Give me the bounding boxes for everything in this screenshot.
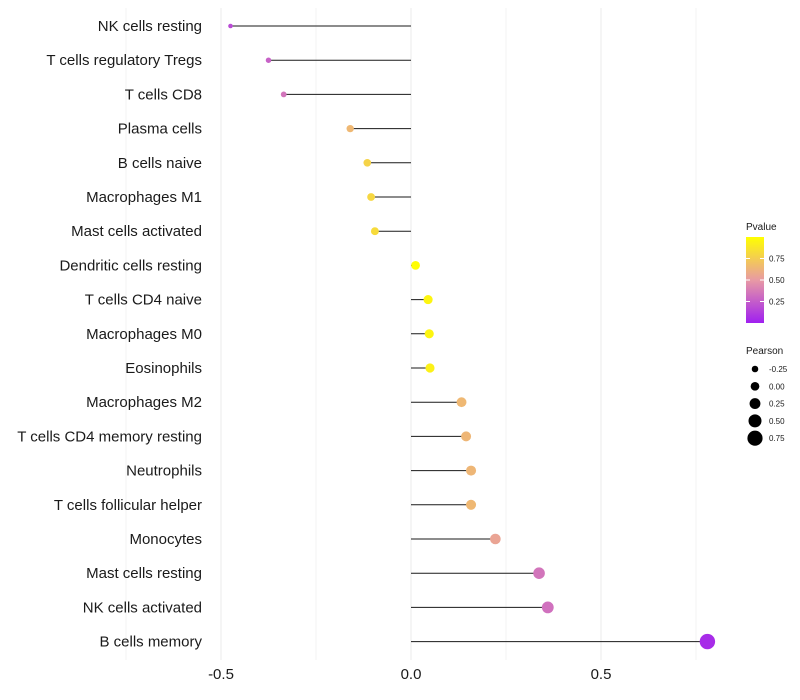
category-label: Dendritic cells resting [59,257,202,274]
lollipop-point [541,601,554,614]
category-label: Neutrophils [126,463,202,480]
lollipop-stems [230,25,708,643]
pearson-legend-key [750,381,760,391]
pearson-legend: Pearson -0.25 0.00 0.25 0.50 0.75 [746,346,788,446]
pearson-legend-label: 0.25 [769,400,785,409]
lollipop-point [265,57,272,63]
pvalue-legend-label: 0.50 [769,276,785,285]
y-axis-category-labels: NK cells resting T cells regulatory Tregs… [17,18,202,651]
category-label: NK cells activated [83,599,202,616]
category-label: Plasma cells [118,121,202,138]
category-label: Eosinophils [125,360,202,377]
pearson-legend-key [747,430,763,446]
category-label: T cells regulatory Tregs [46,52,202,69]
lollipop-point [466,499,477,510]
lollipop-point [363,158,372,167]
pvalue-legend-label: 0.25 [769,298,785,307]
lollipop-point [699,633,716,650]
lollipop-point [425,363,435,373]
pearson-legend-key [748,414,762,428]
pearson-legend-key [751,365,759,373]
pvalue-legend-title: Pvalue [746,222,777,233]
x-tick-label: 0.0 [401,666,422,683]
pearson-legend-title: Pearson [746,346,783,357]
lollipop-point [346,124,354,133]
category-label: B cells naive [118,155,202,172]
lollipop-point [280,91,287,98]
category-label: T cells follicular helper [54,497,202,514]
lollipop-point [424,329,434,339]
pearson-legend-key [749,398,761,410]
lollipop-point [490,533,501,545]
category-label: T cells CD8 [125,86,202,103]
category-label: Mast cells resting [86,565,202,582]
grid-lines [125,8,697,660]
category-label: Macrophages M0 [86,326,202,343]
lollipop-point [466,465,477,476]
category-label: Macrophages M2 [86,394,202,411]
category-label: Macrophages M1 [86,189,202,206]
pvalue-legend-label: 0.75 [769,255,785,264]
lollipop-point [367,193,375,201]
lollipop-point [370,227,379,236]
lollipop-points [228,23,716,650]
category-label: B cells memory [99,634,202,651]
category-label: T cells CD4 naive [85,292,202,309]
category-label: Mast cells activated [71,223,202,240]
lollipop-point [533,567,545,579]
x-axis-tick-labels: -0.5 0.0 0.5 [208,666,611,683]
category-label: Monocytes [129,531,202,548]
pearson-legend-label: -0.25 [769,365,788,374]
lollipop-point [423,295,433,305]
x-tick-label: 0.5 [591,666,612,683]
lollipop-point [411,260,420,270]
x-tick-label: -0.5 [208,666,234,683]
pearson-legend-label: 0.00 [769,382,785,391]
pvalue-legend: Pvalue 0.25 0.50 0.75 [746,222,785,323]
category-label: NK cells resting [98,18,202,35]
category-label: T cells CD4 memory resting [17,428,202,445]
lollipop-point [461,431,472,442]
lollipop-point [456,397,467,408]
lollipop-point [228,23,233,29]
pvalue-colorbar [746,237,764,323]
pearson-legend-label: 0.50 [769,417,785,426]
pearson-legend-label: 0.75 [769,434,785,443]
